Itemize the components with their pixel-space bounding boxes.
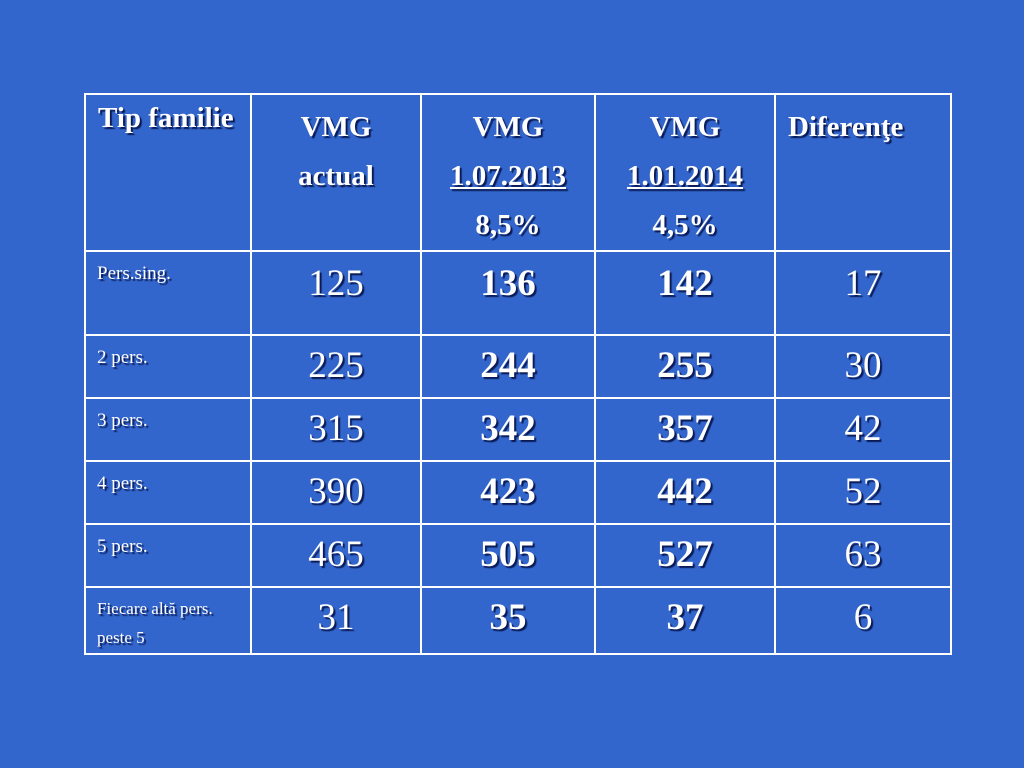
- header-tip-familie: Tip familie: [84, 93, 252, 252]
- cell-vmg-2013: 342: [420, 397, 596, 462]
- cell-vmg-2014: 255: [594, 334, 776, 399]
- cell-diferente: 17: [774, 250, 952, 336]
- cell-diferente: 52: [774, 460, 952, 525]
- cell-vmg-actual: 315: [250, 397, 422, 462]
- header-vmg-2013-date: 1.07.2013: [450, 160, 566, 192]
- header-vmg-actual-line1: VMG: [300, 111, 372, 143]
- row-label: Pers.sing.: [84, 250, 252, 336]
- vmg-table: Tip familie VMG actual VMG 1.07.2013 8,5…: [84, 93, 952, 655]
- table-row: 5 pers. 465 505 527 63: [84, 523, 952, 588]
- row-label: 5 pers.: [84, 523, 252, 588]
- cell-vmg-2014: 442: [594, 460, 776, 525]
- table-header-row: Tip familie VMG actual VMG 1.07.2013 8,5…: [84, 93, 952, 252]
- cell-vmg-actual: 465: [250, 523, 422, 588]
- table-row: 4 pers. 390 423 442 52: [84, 460, 952, 525]
- cell-vmg-actual: 225: [250, 334, 422, 399]
- cell-vmg-2014: 357: [594, 397, 776, 462]
- cell-diferente: 63: [774, 523, 952, 588]
- cell-diferente: 6: [774, 586, 952, 655]
- header-vmg-2014-percent: 4,5%: [652, 209, 718, 241]
- header-diferente: Diferenţe: [774, 93, 952, 252]
- cell-vmg-2013: 35: [420, 586, 596, 655]
- cell-diferente: 30: [774, 334, 952, 399]
- cell-vmg-actual: 125: [250, 250, 422, 336]
- header-vmg-2013-line1: VMG: [472, 111, 544, 143]
- table-row: 2 pers. 225 244 255 30: [84, 334, 952, 399]
- table-row: 3 pers. 315 342 357 42: [84, 397, 952, 462]
- cell-vmg-2013: 423: [420, 460, 596, 525]
- cell-vmg-2014: 527: [594, 523, 776, 588]
- cell-vmg-actual: 31: [250, 586, 422, 655]
- header-vmg-2014-line1: VMG: [649, 111, 721, 143]
- cell-vmg-2014: 142: [594, 250, 776, 336]
- cell-vmg-2014: 37: [594, 586, 776, 655]
- row-label: 4 pers.: [84, 460, 252, 525]
- cell-vmg-2013: 244: [420, 334, 596, 399]
- cell-vmg-actual: 390: [250, 460, 422, 525]
- cell-diferente: 42: [774, 397, 952, 462]
- header-vmg-2013: VMG 1.07.2013 8,5%: [420, 93, 596, 252]
- header-vmg-2013-percent: 8,5%: [475, 209, 541, 241]
- row-label: Fiecare altă pers. peste 5: [84, 586, 252, 655]
- header-vmg-2014: VMG 1.01.2014 4,5%: [594, 93, 776, 252]
- header-vmg-actual-line2: actual: [298, 160, 374, 192]
- cell-vmg-2013: 136: [420, 250, 596, 336]
- cell-vmg-2013: 505: [420, 523, 596, 588]
- header-vmg-2014-date: 1.01.2014: [627, 160, 743, 192]
- row-label: 3 pers.: [84, 397, 252, 462]
- table-row: Fiecare altă pers. peste 5 31 35 37 6: [84, 586, 952, 655]
- table-row: Pers.sing. 125 136 142 17: [84, 250, 952, 336]
- header-vmg-actual: VMG actual: [250, 93, 422, 252]
- row-label: 2 pers.: [84, 334, 252, 399]
